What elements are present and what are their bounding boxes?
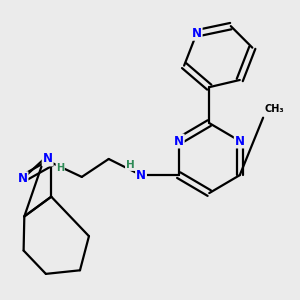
Text: N: N bbox=[174, 134, 184, 148]
Text: N: N bbox=[136, 169, 146, 182]
Text: H: H bbox=[126, 160, 135, 170]
Text: CH₃: CH₃ bbox=[265, 104, 284, 114]
Text: H: H bbox=[56, 163, 64, 173]
Text: N: N bbox=[17, 172, 28, 185]
Text: N: N bbox=[235, 134, 245, 148]
Text: N: N bbox=[43, 152, 53, 166]
Text: N: N bbox=[192, 27, 202, 40]
